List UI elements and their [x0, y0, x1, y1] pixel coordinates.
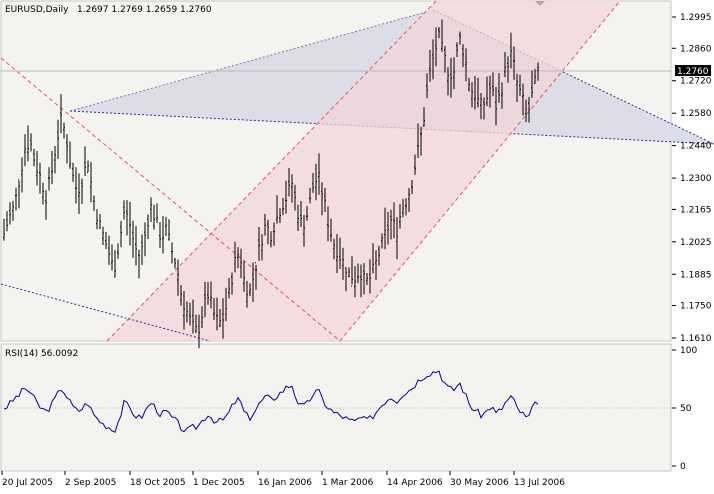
rsi-tick-label: 0 — [680, 462, 686, 472]
triangle-lower-line[interactable] — [69, 110, 714, 145]
time-tick-label: 18 Oct 2005 — [130, 478, 186, 488]
rsi-line — [3, 370, 539, 433]
time-tick-label: 20 Jul 2005 — [2, 478, 53, 488]
time-tick-label: 1 Dec 2005 — [193, 478, 245, 488]
time-tick-label: 1 Mar 2006 — [322, 478, 374, 488]
channel-lower-line[interactable] — [339, 0, 621, 342]
rsi-axis-area — [672, 344, 713, 471]
price-axis-area — [672, 1, 713, 341]
price-tick-label: 1.2860 — [680, 44, 712, 54]
price-tick-label: 1.1885 — [680, 270, 712, 280]
downtrend-line-red[interactable] — [0, 57, 341, 342]
rsi-pane[interactable] — [0, 343, 672, 472]
rsi-tick-label: 100 — [680, 346, 697, 356]
time-tick-label: 14 Apr 2006 — [387, 478, 443, 488]
time-tick-label: 2 Sep 2005 — [65, 478, 116, 488]
rsi-axis: 100 50 0 — [672, 346, 697, 472]
price-tick-label: 1.1750 — [680, 302, 712, 312]
current-price-label-bg — [675, 65, 711, 76]
chart-ohlc-values: 1.2697 1.2769 1.2659 1.2760 — [77, 5, 212, 15]
price-tick-label: 1.2440 — [680, 142, 712, 152]
time-axis: 20 Jul 2005 2 Sep 2005 18 Oct 2005 1 Dec 20… — [1, 471, 565, 488]
price-tick-label: 1.2580 — [680, 109, 712, 119]
channel-upper-line[interactable] — [106, 0, 437, 342]
time-tick-label: 13 Jul 2006 — [514, 478, 565, 488]
price-bars — [3, 19, 539, 349]
rsi-tick-label: 50 — [680, 404, 692, 414]
time-tick-label: 16 Jan 2006 — [258, 478, 312, 488]
triangle-left-line[interactable] — [69, 9, 434, 112]
chart-symbol-label: EURUSD,Daily — [5, 5, 69, 15]
price-tick-label: 1.2025 — [680, 238, 712, 248]
price-tick-label: 1.2300 — [680, 174, 712, 184]
price-tick-label: 1.2995 — [680, 13, 712, 23]
price-tick-label: 1.2165 — [680, 205, 712, 215]
channel-anchor-icon[interactable] — [535, 1, 545, 6]
rsi-label: RSI(14) 56.0092 — [5, 349, 78, 359]
downtrend-line-blue[interactable] — [0, 283, 211, 342]
price-tick-label: 1.1610 — [680, 334, 712, 344]
current-price-label: 1.2760 — [677, 67, 709, 77]
price-tick-label: 1.2720 — [680, 77, 712, 87]
time-tick-label: 30 May 2006 — [450, 478, 509, 488]
price-axis: 1.2995 1.2860 1.2720 1.2580 1.2440 1.2300 1.21… — [672, 13, 712, 344]
